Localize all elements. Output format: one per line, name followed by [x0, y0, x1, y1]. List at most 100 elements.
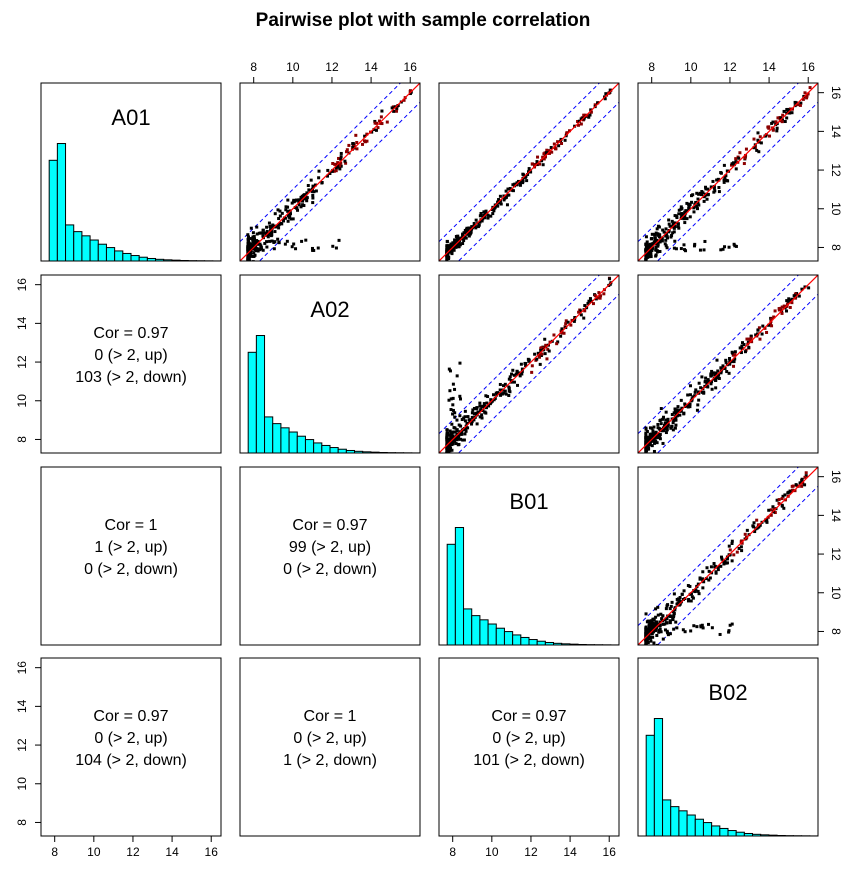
scatter-point — [462, 239, 466, 243]
scatter-point — [798, 103, 802, 107]
scatter-point — [269, 227, 273, 231]
scatter-point — [769, 513, 773, 517]
scatter-point — [463, 409, 467, 413]
scatter-point — [458, 243, 462, 247]
scatter-point — [661, 614, 665, 618]
scatter-point — [646, 619, 650, 623]
scatter-point — [354, 133, 358, 137]
scatter-point — [646, 645, 649, 648]
histogram-bar — [454, 527, 465, 646]
scatter-point — [678, 413, 682, 417]
scatter-point — [799, 101, 803, 105]
scatter-point — [445, 455, 448, 458]
scatter-point — [536, 163, 540, 167]
scatter-point — [448, 448, 452, 452]
scatter-point — [686, 405, 690, 409]
panel-frame — [40, 82, 222, 262]
scatter-point — [754, 333, 758, 337]
scatter-point — [651, 621, 655, 625]
tick-label: 12 — [524, 845, 538, 859]
scatter-point — [651, 630, 655, 634]
scatter-point — [690, 200, 694, 204]
scatter-point — [333, 162, 337, 166]
scatter-point — [529, 170, 533, 174]
scatter-point — [679, 398, 683, 402]
scatter-point — [373, 119, 377, 123]
scatter-point — [253, 247, 257, 251]
histogram-bar — [495, 627, 505, 646]
scatter-point — [269, 234, 273, 238]
scatter-point — [508, 375, 512, 379]
scatter-point — [587, 115, 591, 119]
scatter-point — [704, 376, 708, 380]
scatter-point — [247, 262, 250, 265]
scatter-point — [476, 410, 480, 414]
scatter-point — [251, 238, 255, 242]
scatter-point — [732, 553, 736, 557]
scatter-point — [664, 607, 668, 611]
scatter-point — [651, 439, 655, 443]
tick-label: 16 — [404, 60, 418, 74]
scatter-point — [589, 299, 593, 303]
scatter-point — [249, 226, 253, 230]
scatter-point — [559, 329, 563, 333]
histogram-bar — [719, 827, 729, 837]
tick-label: 8 — [449, 845, 456, 859]
scatter-point — [746, 340, 750, 344]
scatter-point — [296, 208, 300, 212]
scatter-point — [657, 225, 661, 229]
tick-label: 8 — [829, 244, 843, 251]
outlier-point — [331, 244, 335, 248]
scatter-point — [450, 443, 454, 447]
outlier-point — [723, 245, 727, 249]
scatter-point — [573, 316, 577, 320]
scatter-point — [465, 230, 469, 234]
scatter-point — [570, 318, 574, 322]
scatter-point — [725, 557, 729, 561]
scatter-point — [246, 237, 250, 241]
scatter-point — [695, 204, 699, 208]
scatter-point — [525, 179, 529, 183]
panel-r3-c3: B02 — [637, 657, 819, 837]
scatter-point — [251, 231, 255, 235]
scatter-point — [797, 294, 801, 298]
outlier-point — [316, 246, 320, 250]
scatter-point — [686, 403, 690, 407]
outlier-point — [668, 632, 672, 636]
scatter-point — [713, 373, 717, 377]
panel-r1-c0: Cor = 0.97 0 (> 2, up) 103 (> 2, down) — [40, 274, 222, 454]
scatter-point — [712, 190, 716, 194]
panel-frame — [637, 466, 819, 646]
scatter-point — [674, 423, 678, 427]
scatter-point — [286, 205, 290, 209]
scatter-point — [278, 214, 282, 218]
scatter-point — [543, 352, 547, 356]
scatter-point — [666, 420, 670, 424]
scatter-point — [265, 245, 269, 249]
scatter-point — [454, 442, 458, 446]
scatter-point — [494, 391, 498, 395]
scatter-point — [740, 344, 744, 348]
scatter-point — [588, 297, 592, 301]
panel-r3-c1: Cor = 1 0 (> 2, up) 1 (> 2, down) — [239, 657, 421, 837]
scatter-point — [695, 408, 699, 412]
scatter-point — [278, 209, 282, 213]
scatter-point — [503, 382, 507, 386]
tick-label: 12 — [15, 355, 29, 369]
left-axis-row1: 8 10 12 14 16 — [15, 278, 41, 443]
scatter-point — [669, 604, 673, 608]
scatter-point — [644, 257, 648, 261]
outlier-point — [663, 628, 667, 632]
scatter-point — [656, 436, 660, 440]
scatter-point — [770, 121, 774, 125]
histogram-bar — [711, 825, 721, 837]
scatter-point — [664, 422, 668, 426]
scatter-point — [677, 226, 681, 230]
scatter-point — [255, 225, 259, 229]
scatter-point — [246, 257, 250, 261]
scatter-point — [475, 422, 479, 426]
outlier-point — [292, 242, 296, 246]
outlier-point — [453, 387, 457, 391]
scatter-point — [597, 291, 601, 295]
scatter-point — [774, 120, 778, 124]
